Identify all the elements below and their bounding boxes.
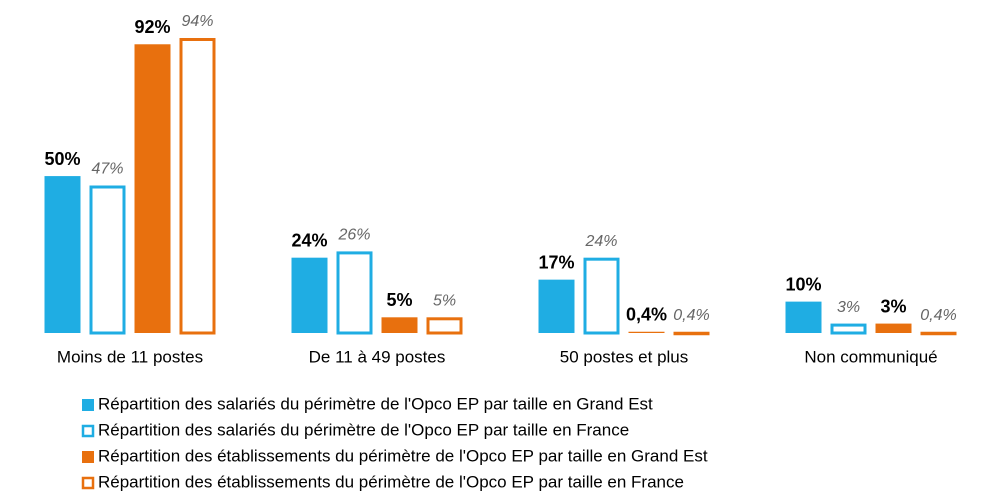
data-label: 0,4% — [920, 307, 956, 324]
bar — [381, 317, 418, 333]
legend-swatch — [82, 451, 94, 463]
bar — [673, 331, 710, 336]
bar — [538, 279, 575, 333]
data-label: 92% — [134, 17, 170, 37]
data-label: 94% — [181, 13, 213, 30]
data-label: 50% — [44, 149, 80, 169]
bar — [426, 317, 463, 335]
x-tick-label: Moins de 11 postes — [57, 347, 203, 366]
data-label: 3% — [837, 299, 860, 316]
data-label: 26% — [337, 227, 370, 244]
bar — [44, 176, 81, 333]
legend-swatch — [81, 424, 95, 438]
data-label: 10% — [785, 274, 821, 294]
data-label: 3% — [880, 296, 906, 316]
legend-swatch — [81, 476, 95, 490]
bar — [583, 257, 620, 335]
bar — [920, 331, 957, 336]
legend-label: Répartition des salariés du périmètre de… — [98, 394, 653, 413]
data-label: 5% — [386, 290, 412, 310]
x-tick-label: De 11 à 49 postes — [309, 347, 446, 366]
data-label: 24% — [584, 233, 617, 250]
x-tick-label: Non communiqué — [804, 347, 937, 366]
bar — [628, 331, 665, 333]
legend-swatch — [82, 399, 94, 411]
data-label: 17% — [538, 252, 574, 272]
data-label: 0,4% — [626, 304, 667, 324]
bar — [291, 257, 328, 333]
data-label: 24% — [291, 230, 327, 250]
data-label: 5% — [433, 293, 456, 310]
bar — [336, 251, 373, 335]
bar — [830, 323, 867, 335]
data-label: 0,4% — [673, 307, 709, 324]
bar — [785, 301, 822, 333]
legend-label: Répartition des salariés du périmètre de… — [98, 420, 629, 439]
bar — [134, 44, 171, 333]
legend-label: Répartition des établissements du périmè… — [98, 472, 684, 491]
x-tick-label: 50 postes et plus — [560, 347, 689, 366]
data-label: 47% — [91, 161, 123, 178]
legend-label: Répartition des établissements du périmè… — [98, 446, 708, 465]
bar — [875, 323, 912, 333]
bar — [89, 185, 126, 335]
bar — [179, 38, 216, 335]
